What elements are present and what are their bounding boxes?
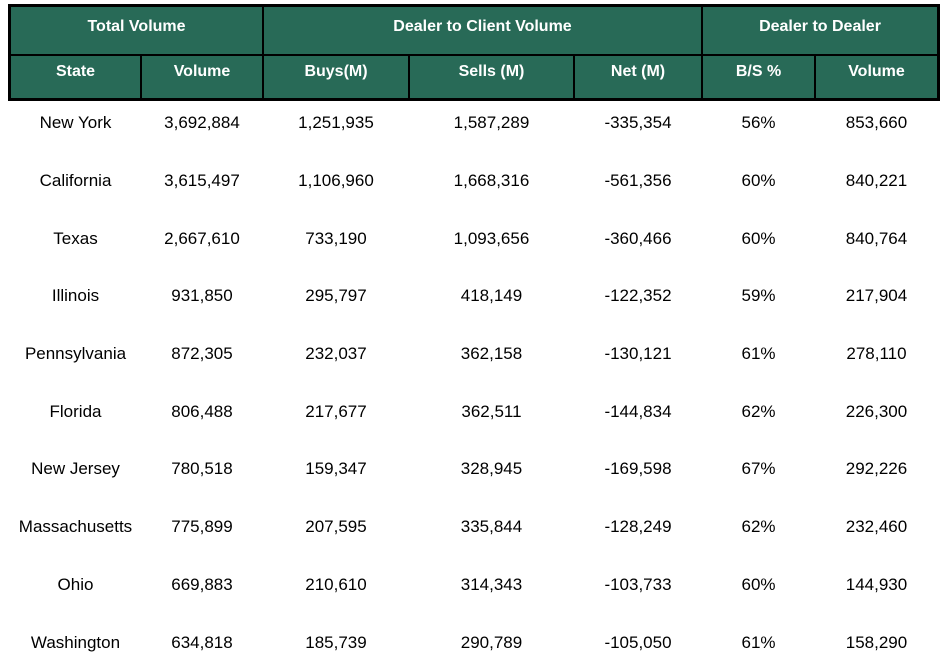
cell-dtd-volume: 278,110 [846, 344, 907, 364]
cell-dtd-volume: 226,300 [845, 401, 908, 421]
cell-state: New Jersey [31, 459, 120, 479]
cell-state: Massachusetts [18, 517, 133, 537]
cell-sells-m: 1,668,316 [453, 171, 530, 191]
cell-bs-percent: 60% [741, 574, 776, 594]
column-header-state: State [11, 56, 142, 98]
table-body: New York 3,692,884 1,251,935 1,587,289 -… [8, 101, 940, 657]
cell-net-m: -561,356 [604, 171, 672, 191]
cell-total-volume: 775,899 [171, 517, 233, 537]
cell-dtd-volume: 158,290 [845, 632, 908, 652]
cell-total-volume: 669,883 [171, 574, 233, 594]
column-header-sells-m: Sells (M) [410, 56, 575, 98]
cell-buys-m: 210,610 [305, 574, 367, 594]
cell-buys-m: 1,251,935 [298, 113, 374, 133]
cell-state: California [39, 171, 112, 191]
cell-buys-m: 207,595 [305, 517, 367, 537]
cell-total-volume: 931,850 [171, 286, 233, 306]
cell-net-m: -130,121 [604, 344, 672, 364]
cell-net-m: -122,352 [604, 286, 672, 306]
cell-sells-m: 1,093,656 [453, 228, 530, 248]
cell-total-volume: 872,305 [171, 344, 233, 364]
column-header-row: State Volume Buys(M) Sells (M) Net (M) B… [11, 56, 937, 98]
cell-bs-percent: 59% [741, 286, 776, 306]
cell-dtd-volume: 144,930 [845, 574, 908, 594]
table-row: Ohio 669,883 210,610 314,343 -103,733 60… [11, 563, 937, 621]
cell-sells-m: 328,945 [460, 459, 523, 479]
table-row: Massachusetts 775,899 207,595 335,844 -1… [11, 505, 937, 563]
cell-state: Florida [49, 401, 102, 421]
table-row: Texas 2,667,610 733,190 1,093,656 -360,4… [11, 216, 937, 274]
cell-sells-m: 335,844 [460, 517, 523, 537]
column-header-bs-percent: B/S % [703, 56, 816, 98]
cell-buys-m: 217,677 [305, 401, 367, 421]
header-group-total-volume: Total Volume [11, 7, 264, 56]
cell-net-m: -128,249 [604, 517, 672, 537]
cell-bs-percent: 56% [741, 113, 776, 133]
cell-sells-m: 418,149 [460, 286, 523, 306]
cell-buys-m: 1,106,960 [298, 171, 374, 191]
cell-state: New York [39, 113, 112, 133]
cell-buys-m: 232,037 [305, 344, 367, 364]
cell-total-volume: 780,518 [171, 459, 233, 479]
cell-state: Ohio [57, 574, 94, 594]
table-row: California 3,615,497 1,106,960 1,668,316… [11, 159, 937, 217]
cell-sells-m: 362,158 [460, 344, 523, 364]
cell-bs-percent: 61% [741, 632, 776, 652]
cell-sells-m: 314,343 [460, 574, 523, 594]
column-header-dtd-volume: Volume [848, 63, 905, 80]
cell-net-m: -105,050 [604, 632, 672, 652]
cell-buys-m: 159,347 [305, 459, 367, 479]
cell-dtd-volume: 292,226 [845, 459, 908, 479]
cell-dtd-volume: 232,460 [845, 517, 908, 537]
cell-net-m: -103,733 [604, 574, 672, 594]
cell-state: Washington [30, 632, 121, 652]
cell-buys-m: 185,739 [305, 632, 367, 652]
header-group-row: Total Volume Dealer to Client Volume Dea… [11, 7, 937, 56]
cell-bs-percent: 67% [741, 459, 776, 479]
header-group-dealer-to-dealer: Dealer to Dealer [703, 7, 937, 56]
cell-bs-percent: 61% [741, 344, 776, 364]
table-row: Florida 806,488 217,677 362,511 -144,834… [11, 389, 937, 447]
cell-sells-m: 362,511 [461, 401, 522, 421]
cell-state: Pennsylvania [24, 344, 127, 364]
cell-bs-percent: 60% [741, 228, 776, 248]
column-header-net-m: Net (M) [575, 56, 703, 98]
cell-net-m: -169,598 [604, 459, 672, 479]
cell-buys-m: 295,797 [305, 286, 367, 306]
state-volume-table: Total Volume Dealer to Client Volume Dea… [8, 4, 940, 657]
cell-net-m: -335,354 [604, 113, 672, 133]
header-group-dealer-to-client-volume: Dealer to Client Volume [264, 7, 703, 56]
cell-state: Texas [53, 228, 98, 248]
cell-total-volume: 3,615,497 [164, 171, 240, 191]
cell-sells-m: 1,587,289 [453, 113, 530, 133]
cell-total-volume: 634,818 [171, 632, 233, 652]
cell-sells-m: 290,789 [460, 632, 523, 652]
cell-state: Illinois [51, 286, 100, 306]
cell-dtd-volume: 853,660 [845, 113, 908, 133]
column-header-total-volume: Volume [142, 56, 264, 98]
cell-dtd-volume: 840,764 [845, 228, 908, 248]
table-row: New York 3,692,884 1,251,935 1,587,289 -… [11, 101, 937, 159]
table-row: Pennsylvania 872,305 232,037 362,158 -13… [11, 332, 937, 390]
table-row: Illinois 931,850 295,797 418,149 -122,35… [11, 274, 937, 332]
cell-net-m: -360,466 [604, 228, 672, 248]
cell-total-volume: 3,692,884 [164, 113, 240, 133]
table-header: Total Volume Dealer to Client Volume Dea… [8, 4, 940, 101]
table-row: New Jersey 780,518 159,347 328,945 -169,… [11, 447, 937, 505]
cell-bs-percent: 62% [741, 517, 776, 537]
cell-net-m: -144,834 [604, 401, 672, 421]
table-row: Washington 634,818 185,739 290,789 -105,… [11, 620, 937, 657]
cell-buys-m: 733,190 [305, 228, 367, 248]
cell-dtd-volume: 840,221 [845, 171, 908, 191]
cell-dtd-volume: 217,904 [845, 286, 908, 306]
cell-total-volume: 2,667,610 [164, 228, 240, 248]
cell-bs-percent: 60% [741, 171, 776, 191]
cell-total-volume: 806,488 [171, 401, 233, 421]
cell-bs-percent: 62% [741, 401, 776, 421]
column-header-buys-m: Buys(M) [264, 56, 410, 98]
